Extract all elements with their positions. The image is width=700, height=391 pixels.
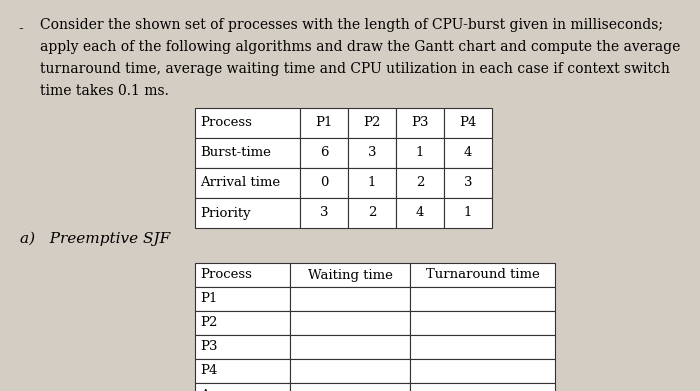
Bar bbox=[195, 198, 300, 228]
Text: 6: 6 bbox=[320, 147, 328, 160]
Text: P2: P2 bbox=[363, 117, 381, 129]
Text: P3: P3 bbox=[200, 341, 218, 353]
Bar bbox=[195, 335, 290, 359]
Bar bbox=[195, 138, 300, 168]
Bar bbox=[396, 108, 444, 138]
Bar bbox=[410, 263, 555, 287]
Bar bbox=[290, 311, 410, 335]
Text: time takes 0.1 ms.: time takes 0.1 ms. bbox=[40, 84, 169, 98]
Bar bbox=[410, 359, 555, 383]
Text: 2: 2 bbox=[416, 176, 424, 190]
Text: Priority: Priority bbox=[200, 206, 251, 219]
Bar bbox=[290, 383, 410, 391]
Text: 1: 1 bbox=[416, 147, 424, 160]
Text: 3: 3 bbox=[368, 147, 377, 160]
Bar bbox=[444, 138, 492, 168]
Bar bbox=[195, 359, 290, 383]
Bar bbox=[300, 168, 348, 198]
Text: P1: P1 bbox=[315, 117, 332, 129]
Bar bbox=[300, 108, 348, 138]
Bar bbox=[348, 138, 396, 168]
Bar bbox=[195, 383, 290, 391]
Bar bbox=[195, 287, 290, 311]
Bar bbox=[396, 138, 444, 168]
Bar bbox=[300, 138, 348, 168]
Text: 4: 4 bbox=[416, 206, 424, 219]
Bar bbox=[290, 263, 410, 287]
Text: P4: P4 bbox=[200, 364, 218, 377]
Text: P3: P3 bbox=[412, 117, 428, 129]
Text: -: - bbox=[18, 22, 22, 36]
Bar bbox=[444, 198, 492, 228]
Bar bbox=[290, 287, 410, 311]
Bar bbox=[396, 168, 444, 198]
Bar bbox=[348, 108, 396, 138]
Text: 0: 0 bbox=[320, 176, 328, 190]
Bar bbox=[444, 108, 492, 138]
Text: Waiting time: Waiting time bbox=[307, 269, 393, 282]
Text: Process: Process bbox=[200, 117, 252, 129]
Bar bbox=[410, 311, 555, 335]
Text: 3: 3 bbox=[463, 176, 473, 190]
Text: turnaround time, average waiting time and CPU utilization in each case if contex: turnaround time, average waiting time an… bbox=[40, 62, 670, 76]
Text: Turnaround time: Turnaround time bbox=[426, 269, 540, 282]
Bar bbox=[410, 335, 555, 359]
Bar bbox=[290, 359, 410, 383]
Text: Average: Average bbox=[200, 389, 255, 391]
Bar bbox=[290, 335, 410, 359]
Text: Burst-time: Burst-time bbox=[200, 147, 271, 160]
Bar bbox=[444, 168, 492, 198]
Bar bbox=[195, 263, 290, 287]
Text: 1: 1 bbox=[464, 206, 473, 219]
Bar bbox=[348, 168, 396, 198]
Bar bbox=[348, 198, 396, 228]
Text: P2: P2 bbox=[200, 316, 218, 330]
Text: 4: 4 bbox=[464, 147, 473, 160]
Text: 3: 3 bbox=[320, 206, 328, 219]
Text: P4: P4 bbox=[459, 117, 477, 129]
Text: Arrival time: Arrival time bbox=[200, 176, 280, 190]
Bar bbox=[410, 383, 555, 391]
Text: P1: P1 bbox=[200, 292, 218, 305]
Bar bbox=[195, 311, 290, 335]
Text: Consider the shown set of processes with the length of CPU-burst given in millis: Consider the shown set of processes with… bbox=[40, 18, 663, 32]
Bar bbox=[195, 108, 300, 138]
Text: Process: Process bbox=[200, 269, 252, 282]
Bar bbox=[396, 198, 444, 228]
Text: 2: 2 bbox=[368, 206, 376, 219]
Text: 1: 1 bbox=[368, 176, 376, 190]
Text: apply each of the following algorithms and draw the Gantt chart and compute the : apply each of the following algorithms a… bbox=[40, 40, 680, 54]
Bar bbox=[410, 287, 555, 311]
Bar bbox=[195, 168, 300, 198]
Bar bbox=[300, 198, 348, 228]
Text: a)   Preemptive SJF: a) Preemptive SJF bbox=[20, 232, 170, 246]
